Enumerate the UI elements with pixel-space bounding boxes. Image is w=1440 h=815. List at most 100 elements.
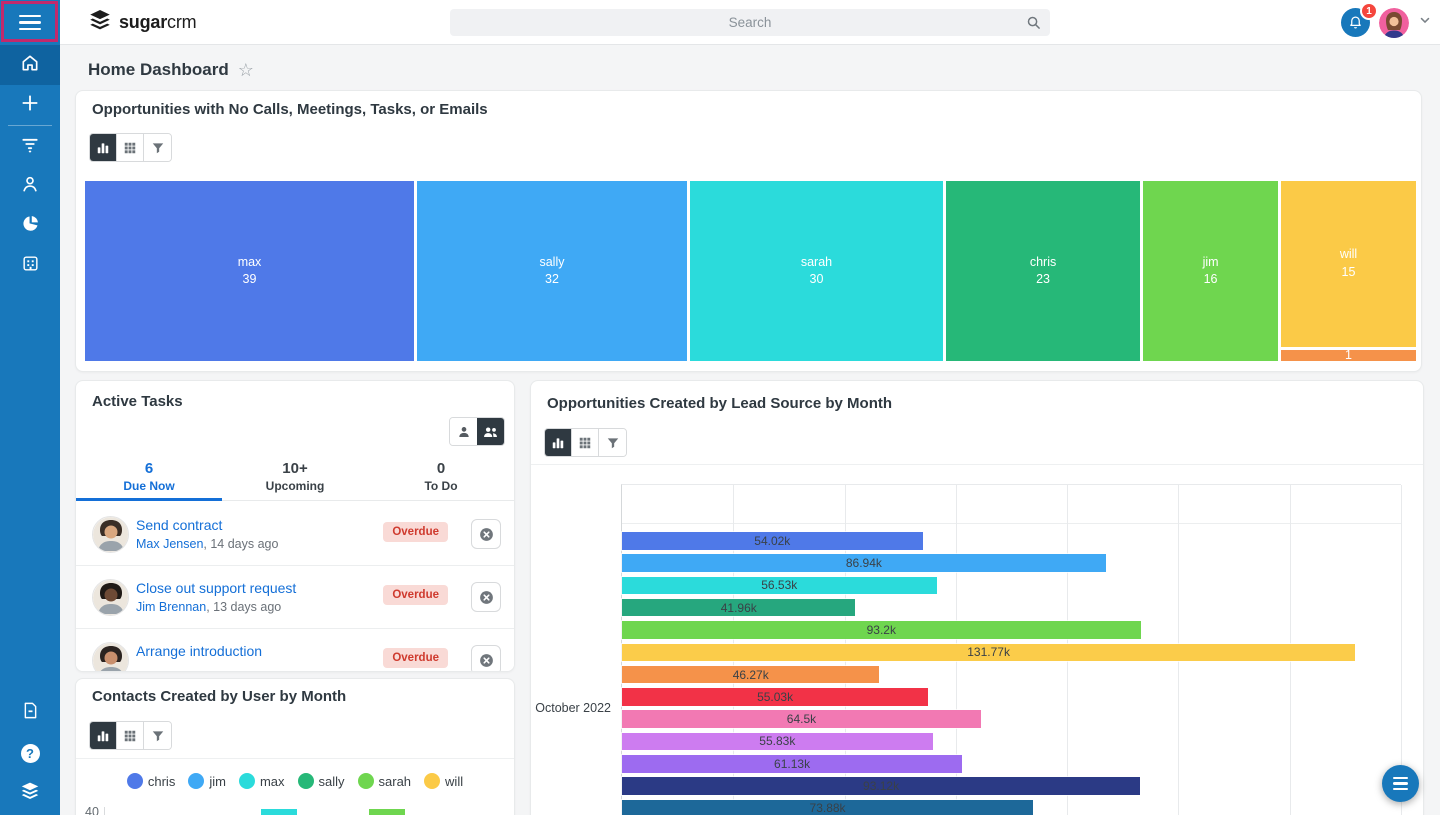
task-row: Arrange introduction Overdue bbox=[76, 629, 514, 671]
task-tab-due-now[interactable]: 6 Due Now bbox=[76, 456, 222, 501]
table-view-button[interactable] bbox=[117, 134, 144, 161]
treemap-segment-chris[interactable]: chris 23 bbox=[946, 181, 1141, 361]
task-title-link[interactable]: Send contract bbox=[136, 517, 223, 533]
lead-source-bar[interactable]: 55.83k bbox=[621, 731, 934, 752]
chevron-down-icon[interactable] bbox=[1418, 13, 1432, 32]
lead-source-bar[interactable]: 54.02k bbox=[621, 531, 924, 551]
floating-menu-button[interactable] bbox=[1382, 765, 1419, 802]
close-task-button[interactable] bbox=[471, 519, 501, 549]
pie-chart-icon bbox=[21, 214, 40, 238]
search-icon[interactable] bbox=[1026, 15, 1041, 35]
top-navbar: sugarcrm 1 bbox=[60, 0, 1440, 45]
sidebar-item-contacts[interactable] bbox=[0, 166, 60, 206]
bar-value-label: 61.13k bbox=[774, 756, 811, 771]
legend-label: max bbox=[259, 773, 285, 789]
legend-item-will[interactable]: will bbox=[424, 773, 463, 789]
legend-item-max[interactable]: max bbox=[238, 773, 285, 789]
bar-value-label: 93.2k bbox=[866, 622, 896, 637]
task-row: Close out support request Jim Brennan, 13… bbox=[76, 566, 514, 629]
legend-item-chris[interactable]: chris bbox=[126, 773, 175, 789]
card-active-tasks: Active Tasks 6 Due Now 10+ Upcoming 0 To Do S… bbox=[75, 380, 515, 672]
task-time: , 13 days ago bbox=[206, 600, 282, 614]
funnel-icon bbox=[607, 437, 618, 448]
treemap-segment-will[interactable]: will 15 bbox=[1281, 181, 1416, 347]
close-task-button[interactable] bbox=[471, 582, 501, 612]
chart-view-button[interactable] bbox=[90, 722, 117, 749]
treemap-segment-sarah[interactable]: sarah 30 bbox=[689, 181, 944, 361]
team-tasks-button[interactable] bbox=[477, 418, 504, 445]
legend-item-jim[interactable]: jim bbox=[188, 773, 226, 789]
task-title-link[interactable]: Arrange introduction bbox=[136, 643, 263, 659]
lead-source-bar[interactable]: 73.88k bbox=[620, 798, 1035, 815]
y-axis-tick: 40 bbox=[85, 805, 99, 815]
lead-source-bar[interactable]: 55.03k bbox=[620, 687, 930, 707]
lead-source-bar[interactable]: 93.12k bbox=[620, 776, 1142, 796]
sidebar-divider bbox=[8, 125, 52, 126]
close-circle-icon bbox=[479, 527, 493, 541]
lead-source-bar[interactable]: 56.53k bbox=[621, 575, 938, 596]
bar-value-label: 93.12k bbox=[863, 779, 900, 794]
task-tab-upcoming[interactable]: 10+ Upcoming bbox=[222, 456, 368, 500]
task-tabs: 6 Due Now 10+ Upcoming 0 To Do bbox=[76, 456, 514, 501]
my-tasks-button[interactable] bbox=[450, 418, 477, 445]
task-title-link[interactable]: Close out support request bbox=[136, 580, 297, 596]
sidebar-item-filter[interactable] bbox=[0, 126, 60, 166]
treemap-chart: max 39 sally 32 sarah 30 chris 23 jim 16 will 15 1 bbox=[85, 181, 1416, 361]
legend-color-dot bbox=[357, 773, 374, 789]
sidebar-item-help[interactable]: ? bbox=[0, 733, 60, 773]
sidebar-item-accounts[interactable] bbox=[0, 246, 60, 286]
favorite-star-icon[interactable]: ☆ bbox=[237, 60, 254, 80]
sugarcrm-logo[interactable]: sugarcrm bbox=[87, 0, 197, 45]
card-title: Opportunities with No Calls, Meetings, T… bbox=[92, 101, 488, 118]
filter-button[interactable] bbox=[144, 134, 171, 161]
assignee-link[interactable]: Max Jensen bbox=[136, 537, 204, 551]
notifications-button[interactable]: 1 bbox=[1341, 2, 1378, 37]
legend-color-dot bbox=[188, 773, 205, 789]
lead-source-bar[interactable]: 86.94k bbox=[621, 553, 1107, 573]
sidebar-item-sugar[interactable] bbox=[0, 773, 60, 813]
chart-view-button[interactable] bbox=[90, 134, 117, 161]
funnel-icon bbox=[152, 730, 163, 741]
lead-source-bar[interactable]: 64.5k bbox=[621, 709, 982, 729]
user-avatar[interactable] bbox=[1379, 7, 1409, 38]
bar-value-label: 64.5k bbox=[786, 712, 817, 727]
legend-item-sarah[interactable]: sarah bbox=[357, 773, 411, 789]
status-badge: Overdue bbox=[383, 522, 448, 542]
close-task-button[interactable] bbox=[471, 645, 501, 671]
treemap-segment-max[interactable]: max 39 bbox=[85, 181, 414, 361]
table-view-button[interactable] bbox=[572, 429, 599, 456]
sidebar-item-documents[interactable] bbox=[0, 693, 60, 733]
lead-source-bar[interactable]: 93.2k bbox=[621, 620, 1142, 640]
notification-count-badge: 1 bbox=[1360, 2, 1378, 20]
treemap-segment-sally[interactable]: sally 32 bbox=[417, 181, 687, 361]
search-input[interactable] bbox=[450, 9, 1050, 36]
tab-count: 0 bbox=[436, 460, 446, 477]
treemap-column: sarah 30 bbox=[689, 181, 944, 361]
treemap-column: max 39 bbox=[85, 181, 414, 361]
task-tab-to-do[interactable]: 0 To Do bbox=[368, 456, 514, 500]
task-avatar bbox=[92, 516, 129, 553]
lead-source-bar[interactable]: 131.77k bbox=[620, 642, 1357, 662]
legend-item-sally[interactable]: sally bbox=[297, 773, 345, 789]
lead-source-bar[interactable]: 41.96k bbox=[620, 597, 857, 618]
filter-button[interactable] bbox=[599, 429, 626, 456]
treemap-segment-other[interactable]: 1 bbox=[1281, 349, 1416, 361]
plus-icon bbox=[19, 92, 41, 119]
assignee-link[interactable]: Jim Brennan bbox=[136, 600, 207, 614]
sidebar-item-create[interactable] bbox=[0, 85, 60, 125]
sidebar-footer: ? bbox=[0, 693, 60, 813]
sidebar-item-reports[interactable] bbox=[0, 206, 60, 246]
treemap-segment-jim[interactable]: jim 16 bbox=[1143, 181, 1279, 361]
main-menu-button[interactable] bbox=[0, 0, 60, 45]
sidebar-item-home[interactable] bbox=[0, 45, 60, 85]
lead-source-bar[interactable]: 46.27k bbox=[620, 664, 881, 685]
lead-source-bar[interactable]: 61.13k bbox=[620, 754, 964, 774]
bell-icon bbox=[1348, 14, 1363, 32]
table-view-button[interactable] bbox=[117, 722, 144, 749]
treemap-column: chris 23 bbox=[946, 181, 1141, 361]
logo-text: sugarcrm bbox=[119, 12, 197, 32]
chart-view-button[interactable] bbox=[545, 429, 572, 456]
horizontal-bar-chart: 54.02k 86.94k 56.53k 41.96k 93.2k 131.77k 46.2… bbox=[620, 484, 1402, 815]
card-title: Opportunities Created by Lead Source by … bbox=[547, 395, 893, 412]
filter-button[interactable] bbox=[144, 722, 171, 749]
